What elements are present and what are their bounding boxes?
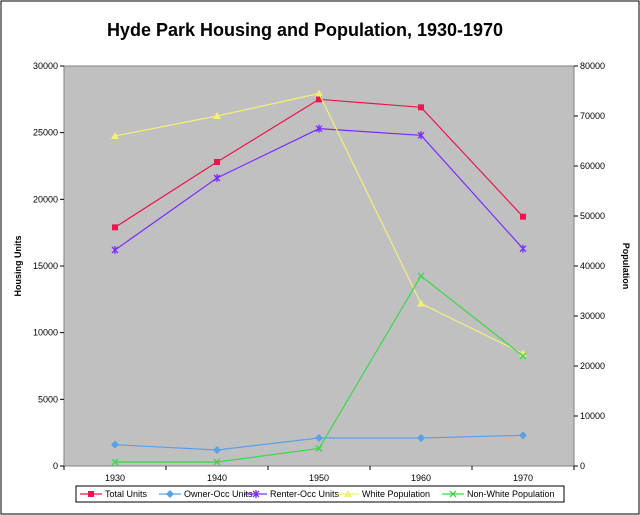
data-point-total-units — [214, 159, 220, 165]
left-tick-label: 0 — [53, 461, 58, 471]
data-point-white-population — [315, 89, 323, 97]
data-point-total-units — [316, 96, 322, 103]
right-tick-label: 0 — [580, 461, 585, 471]
legend-marker-icon — [344, 490, 352, 497]
legend-item-owner-occ-units: Owner-Occ Units — [159, 489, 253, 499]
right-tick-label: 30000 — [580, 311, 605, 321]
right-tick-label: 60000 — [580, 161, 605, 171]
x-tick-label: 1960 — [411, 473, 431, 483]
left-axis: 0 5000 10000 15000 20000 25000 30000 — [33, 61, 64, 471]
data-point-non-white-population — [111, 458, 119, 466]
x-tick-label: 1970 — [513, 473, 533, 483]
series-owner-occ-units — [111, 431, 527, 454]
right-tick-label: 80000 — [580, 61, 605, 71]
data-point-renter-occ-units — [417, 131, 425, 140]
legend-label: Renter-Occ Units — [270, 489, 340, 499]
series-non-white-population — [111, 272, 527, 466]
right-tick-label: 20000 — [580, 361, 605, 371]
legend-box — [75, 485, 565, 503]
left-axis-title: Housing Units — [13, 236, 23, 297]
legend-item-total-units: Total Units — [80, 489, 148, 499]
series-renter-occ-units — [111, 124, 527, 254]
legend-item-renter-occ-units: Renter-Occ Units — [245, 489, 340, 499]
data-point-owner-occ-units — [417, 434, 425, 442]
data-point-owner-occ-units — [519, 431, 527, 440]
right-tick-label: 40000 — [580, 261, 605, 271]
legend-label: Owner-Occ Units — [184, 489, 253, 499]
data-point-non-white-population — [519, 352, 527, 360]
legend-marker-icon — [166, 490, 174, 498]
data-point-owner-occ-units — [111, 440, 119, 449]
data-point-renter-occ-units — [519, 244, 527, 253]
data-point-renter-occ-units — [315, 124, 323, 133]
data-point-renter-occ-units — [213, 174, 221, 182]
legend-marker-icon — [88, 491, 94, 497]
x-tick-label: 1930 — [105, 473, 125, 483]
x-tick-label: 1950 — [309, 473, 329, 483]
left-tick-label: 30000 — [33, 61, 58, 71]
x-tick-label: 1940 — [207, 473, 227, 483]
left-tick-label: 10000 — [33, 328, 58, 338]
left-tick-label: 15000 — [33, 261, 58, 271]
right-tick-label: 70000 — [580, 111, 605, 121]
legend-marker-icon — [449, 490, 457, 498]
legend-marker-icon — [252, 490, 260, 498]
legend-item-white-population: White Population — [337, 489, 430, 499]
legend: Total Units Owner-Occ Units Renter-Occ Uni… — [75, 485, 565, 503]
series-layer — [111, 89, 527, 466]
left-tick-label: 20000 — [33, 194, 58, 204]
legend-item-non-white-population: Non-White Population — [442, 489, 555, 499]
data-point-total-units — [112, 224, 118, 231]
data-point-owner-occ-units — [213, 446, 221, 454]
right-tick-label: 10000 — [580, 411, 605, 421]
right-axis-title: Population — [621, 243, 631, 290]
legend-label: Non-White Population — [467, 489, 555, 499]
data-point-non-white-population — [417, 272, 425, 280]
data-point-non-white-population — [315, 445, 323, 452]
data-point-total-units — [418, 104, 424, 111]
data-point-white-population — [111, 132, 119, 139]
data-point-renter-occ-units — [111, 246, 119, 254]
x-axis: 1930 1940 1950 1960 1970 — [63, 466, 575, 483]
legend-label: Total Units — [105, 489, 148, 499]
left-tick-label: 25000 — [33, 128, 58, 138]
data-point-white-population — [417, 299, 425, 307]
data-point-non-white-population — [213, 458, 221, 466]
data-point-total-units — [520, 213, 526, 220]
legend-label: White Population — [362, 489, 430, 499]
left-tick-label: 5000 — [38, 394, 58, 404]
series-total-units — [112, 96, 526, 231]
right-tick-label: 50000 — [580, 211, 605, 221]
right-axis: 0 10000 20000 30000 40000 50000 60000 70000 8000… — [574, 61, 605, 471]
chart-title: Hyde Park Housing and Population, 1930-1… — [107, 20, 503, 40]
data-point-owner-occ-units — [315, 434, 323, 442]
data-point-white-population — [213, 112, 221, 119]
